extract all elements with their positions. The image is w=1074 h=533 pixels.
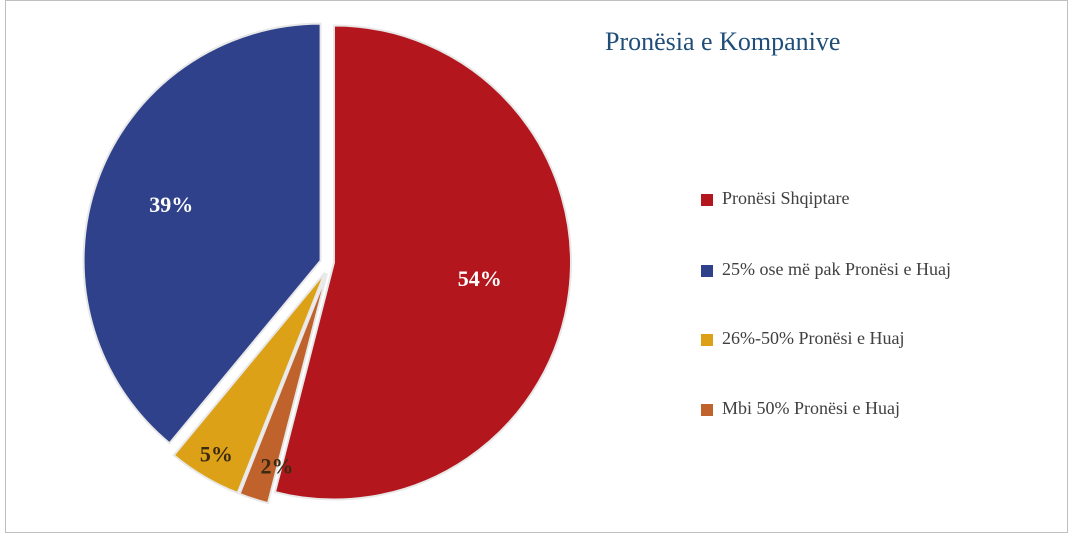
- data-label: 2%: [260, 453, 293, 478]
- pie-slice: [82, 22, 322, 445]
- legend-swatch: [701, 404, 713, 416]
- legend-swatch: [701, 194, 713, 206]
- legend-label: 26%-50% Pronësi e Huaj: [722, 328, 904, 348]
- legend-swatch: [701, 265, 713, 277]
- pie-slice: [238, 273, 328, 505]
- legend-label: Mbi 50% Pronësi e Huaj: [722, 398, 900, 418]
- pie-slice: [273, 24, 572, 501]
- legend-swatch: [701, 334, 713, 346]
- data-label: 39%: [149, 192, 193, 217]
- data-label: 5%: [200, 441, 233, 466]
- legend-label: 25% ose më pak Pronësi e Huaj: [722, 259, 951, 279]
- pie-slice: [172, 271, 326, 495]
- data-label: 54%: [458, 266, 502, 291]
- legend-label: Pronësi Shqiptare: [722, 188, 850, 208]
- chart-title: Pronësia e Kompanive: [605, 27, 840, 56]
